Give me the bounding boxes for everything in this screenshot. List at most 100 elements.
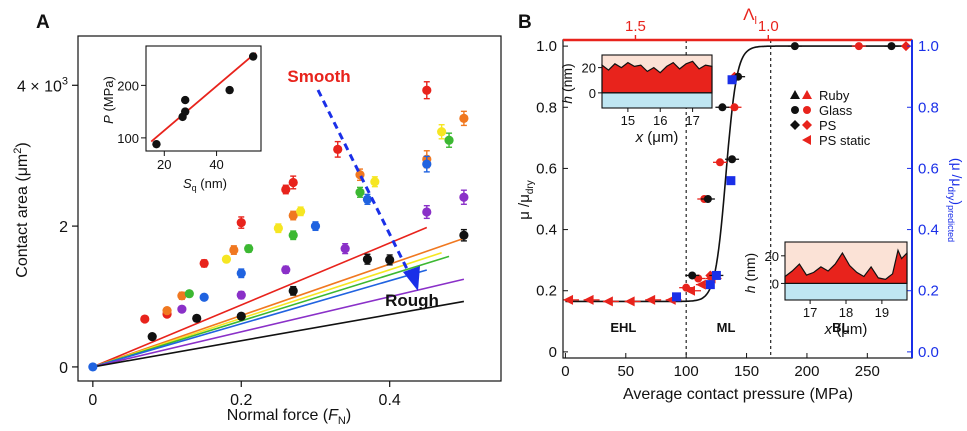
legend-marker <box>802 120 812 130</box>
glass-marker <box>688 271 697 280</box>
data-point-series-0 <box>199 258 209 269</box>
plot-a-fit-lines <box>92 226 465 368</box>
smooth-to-rough-arrow-head <box>403 266 420 291</box>
y-tick-label: 1.0 <box>536 38 557 55</box>
legend-marker <box>802 135 811 145</box>
legend-marker <box>791 106 799 114</box>
rough-annotation: Rough <box>385 291 439 310</box>
inset-point <box>248 52 258 61</box>
y-tick-label: 4 × 103 <box>17 75 68 95</box>
data-point-series-2 <box>370 177 380 187</box>
legend-label: Ruby <box>819 88 850 103</box>
panel-a: A 0 0.2 0.4 0 2 4 × 103 Normal force (FN) Co… <box>12 12 502 427</box>
smooth-to-rough-arrow-shaft <box>316 89 413 278</box>
plot-b-x-axis-label: Average contact pressure (MPa) <box>623 386 853 403</box>
smooth-annotation: Smooth <box>287 67 350 86</box>
regime-label: BL <box>832 320 849 335</box>
plot-b-inset-2: 17 18 19 0 20 x (μm) h (nm) <box>742 241 908 338</box>
data-point-series-1 <box>162 305 172 316</box>
data-point-series-0 <box>333 144 343 154</box>
plot-a-x-axis-label: Normal force (FN) <box>227 407 351 427</box>
data-point-series-3 <box>444 135 454 145</box>
ps-static-marker <box>695 279 706 290</box>
x-tick-label: 0 <box>88 392 97 409</box>
inset-x-tick-label: 19 <box>875 305 889 320</box>
plot-a-y-ticks: 0 2 4 × 103 <box>17 75 78 377</box>
y-tick-label: 0.2 <box>536 283 557 300</box>
predicted-marker <box>727 75 737 85</box>
legend-label: PS <box>819 118 837 133</box>
data-point-series-6 <box>288 286 298 296</box>
data-point-series-4 <box>362 194 373 204</box>
plot-a-frame <box>77 35 502 382</box>
inset-x-axis-label: x (μm) <box>824 321 868 338</box>
data-point-series-2 <box>221 254 232 264</box>
red-circle-marker <box>715 158 724 167</box>
fit-line-series-6 <box>92 300 465 368</box>
inset-y-tick-label: 20 <box>582 61 596 76</box>
ps-marker <box>900 41 911 52</box>
legend-marker <box>790 120 800 130</box>
predicted-marker <box>672 292 682 302</box>
inset-y-tick-label: 0 <box>772 276 779 291</box>
inset-x-axis-symbol: x <box>824 321 833 338</box>
x-tick-label: 0.2 <box>230 392 252 409</box>
fit-line-series-3 <box>92 255 450 368</box>
fit-line-series-1 <box>92 237 465 368</box>
plot-b-y-axis-label: μ /μdry <box>516 180 536 220</box>
inset-y-axis-label: P (MPa) <box>101 76 116 124</box>
fit-line-series-2 <box>92 251 442 368</box>
data-point-series-4 <box>422 159 432 169</box>
inset-y-axis-symbol: h <box>559 96 575 104</box>
data-point-series-5 <box>236 290 246 300</box>
data-point-series-0 <box>236 217 246 228</box>
red-circle-marker <box>682 283 691 292</box>
inset-point <box>181 95 190 105</box>
fit-curve <box>565 45 904 303</box>
predicted-marker <box>705 280 715 290</box>
y-tick-label: 0 <box>549 344 557 361</box>
data-point-series-1 <box>288 210 298 221</box>
fit-line-series-0 <box>92 226 428 368</box>
x-tick-label: 150 <box>734 363 759 380</box>
data-point-series-3 <box>288 230 298 240</box>
inset-x-tick-label: 40 <box>209 157 223 172</box>
data-point-series-2 <box>296 206 306 216</box>
y2-tick-label: 0.0 <box>918 344 939 361</box>
regime-label: EHL <box>610 320 636 335</box>
data-point-series-6 <box>385 255 395 265</box>
data-point-series-3 <box>184 289 194 299</box>
data-point-series-2 <box>273 223 283 233</box>
inset-x-tick-label: 16 <box>653 113 667 128</box>
plot-a-y-axis-label: Contact area (μm2) <box>12 142 31 277</box>
y2-tick-label: 0.4 <box>918 222 939 239</box>
fit-line-series-5 <box>92 278 465 368</box>
inset-y-axis-unit: (nm) <box>742 253 758 286</box>
inset-x-tick-label: 17 <box>685 113 699 128</box>
inset-surface-profile <box>601 60 713 94</box>
plot-a-x-ticks: 0 0.2 0.4 <box>88 381 401 409</box>
plot-b-top-axis-label: Λl <box>743 5 757 27</box>
glass-marker <box>703 195 712 203</box>
data-point-series-2 <box>437 127 447 137</box>
data-point-series-5 <box>281 265 291 275</box>
x-tick-label: 50 <box>617 363 634 380</box>
inset-x-axis-label: Sq (nm) <box>183 176 227 193</box>
inset-x-axis-label: x (μm) <box>635 129 679 146</box>
inset-frame <box>601 54 713 109</box>
data-point-series-5 <box>177 304 187 314</box>
plot-b-inset-1: 15 16 17 0 20 x (μm) h (nm) <box>559 54 713 146</box>
inset-content: 20 40 100 200 <box>117 52 258 172</box>
inset-frame <box>145 45 262 152</box>
inset-substrate <box>785 283 907 300</box>
data-point-series-4 <box>236 268 246 278</box>
inset-y-axis-symbol: h <box>742 285 758 293</box>
data-point-series-1 <box>177 291 187 301</box>
y-tick-label-exponent: 3 <box>62 75 68 87</box>
y2-tick-label: 0.2 <box>918 283 939 300</box>
y-tick-label: 2 <box>59 219 68 236</box>
